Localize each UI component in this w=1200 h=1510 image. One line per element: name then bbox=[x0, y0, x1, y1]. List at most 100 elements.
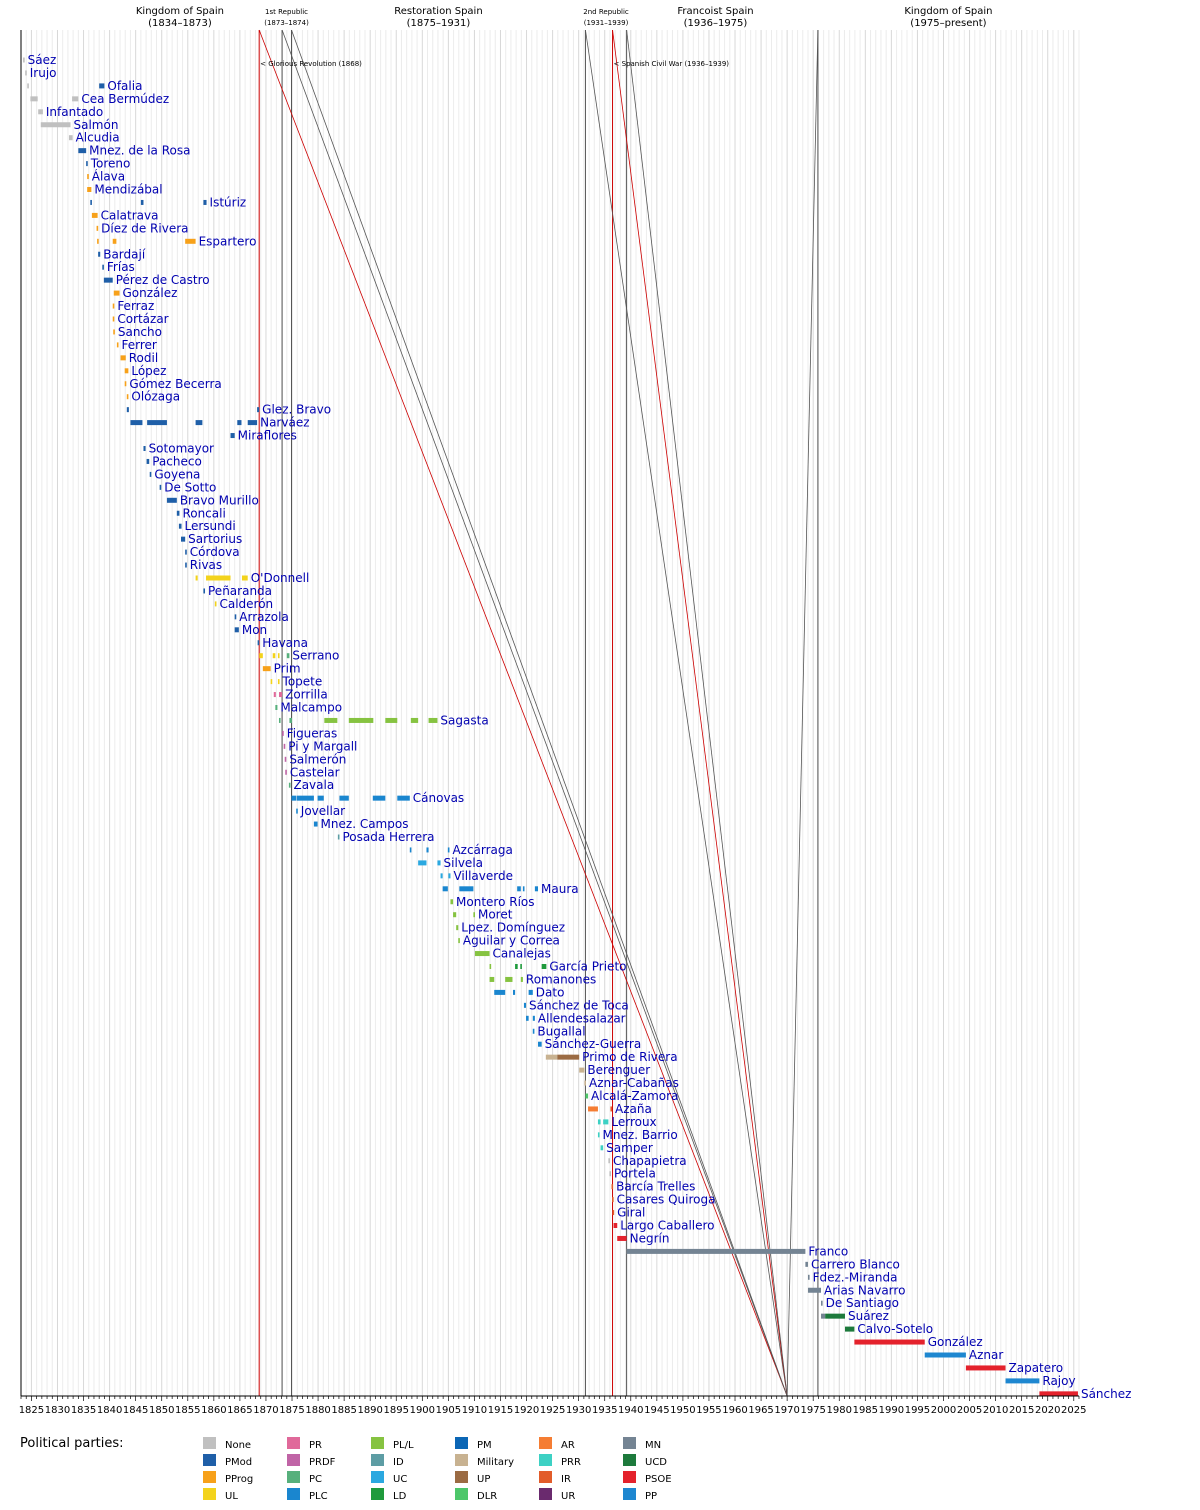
term-bar bbox=[528, 989, 533, 995]
pm-name-label: Romanones bbox=[526, 972, 596, 986]
term-bar bbox=[339, 795, 349, 801]
pm-name-label: Cea Bermúdez bbox=[81, 92, 169, 106]
x-tick-label: 1830 bbox=[45, 1405, 70, 1416]
term-bar bbox=[854, 1339, 925, 1345]
term-bar bbox=[489, 976, 495, 982]
term-bar bbox=[78, 148, 87, 154]
term-bar bbox=[317, 795, 324, 801]
x-tick-label: 1985 bbox=[853, 1405, 878, 1416]
pm-name-label: Montero Ríos bbox=[456, 895, 534, 909]
legend-swatch bbox=[203, 1471, 216, 1483]
x-tick-label: 1970 bbox=[774, 1405, 799, 1416]
pm-name-label: Olózaga bbox=[131, 390, 180, 404]
term-bar bbox=[113, 329, 115, 335]
term-bar bbox=[272, 653, 276, 659]
term-bar bbox=[473, 912, 475, 918]
legend-label: PL/L bbox=[393, 1440, 414, 1451]
pm-name-label: Moret bbox=[478, 908, 513, 922]
legend-label: UCD bbox=[645, 1457, 667, 1468]
pm-name-label: Lersundi bbox=[185, 519, 236, 533]
term-bar bbox=[453, 912, 457, 918]
pm-name-label: Giral bbox=[617, 1206, 645, 1220]
pm-name-label: Mnez. Campos bbox=[321, 817, 409, 831]
legend-swatch bbox=[455, 1471, 468, 1483]
term-bar bbox=[600, 1145, 604, 1151]
x-tick-label: 1915 bbox=[488, 1405, 513, 1416]
pm-name-label: Zapatero bbox=[1009, 1361, 1064, 1375]
term-bar bbox=[262, 666, 271, 672]
pm-name-label: Havana bbox=[262, 636, 308, 650]
transition-diagonal bbox=[786, 29, 819, 1397]
term-bar bbox=[259, 653, 263, 659]
legend-label: PRR bbox=[561, 1457, 581, 1468]
term-bar bbox=[103, 277, 113, 283]
x-tick-label: 2005 bbox=[957, 1405, 982, 1416]
term-bar bbox=[844, 1326, 855, 1332]
legend-label: PProg bbox=[225, 1474, 253, 1485]
x-tick-label: 1960 bbox=[722, 1405, 747, 1416]
legend-swatch bbox=[203, 1454, 216, 1466]
term-bar bbox=[532, 1015, 535, 1021]
term-bar bbox=[283, 743, 286, 749]
pm-name-label: Villaverde bbox=[453, 869, 513, 883]
era-headers: Kingdom of Spain(1834–1873)1st Republic(… bbox=[136, 6, 993, 29]
term-bar bbox=[278, 692, 283, 698]
x-tick-label: 1965 bbox=[748, 1405, 773, 1416]
term-bar bbox=[91, 212, 98, 218]
party-legend: Political parties: None PMod PProg UL PR PRDF… bbox=[20, 1436, 672, 1502]
pm-name-label: De Sotto bbox=[164, 480, 216, 494]
legend-swatch bbox=[371, 1454, 384, 1466]
pm-name-label: Suárez bbox=[848, 1309, 889, 1323]
era-years: (1936–1975) bbox=[684, 18, 748, 29]
x-tick-label: 1900 bbox=[410, 1405, 435, 1416]
pm-name-label: Salmerón bbox=[289, 752, 346, 766]
term-bar bbox=[1039, 1391, 1078, 1397]
pm-name-label: Canalejas bbox=[493, 947, 551, 961]
term-bar bbox=[924, 1352, 966, 1358]
pm-name-label: Rajoy bbox=[1042, 1374, 1075, 1388]
x-tick-label: 1955 bbox=[696, 1405, 721, 1416]
legend-swatch bbox=[287, 1437, 300, 1449]
era-name: Francoist Spain bbox=[677, 6, 753, 17]
pm-name-label: Lpez. Domínguez bbox=[461, 921, 565, 935]
pm-name-label: Glez. Bravo bbox=[262, 403, 331, 417]
x-tick-label: 1905 bbox=[436, 1405, 461, 1416]
legend-label: AR bbox=[561, 1440, 575, 1451]
legend-swatch bbox=[623, 1437, 636, 1449]
event-markers: < Glorious Revolution (1868) < Spanish Ci… bbox=[260, 60, 729, 68]
legend-label: PP bbox=[645, 1491, 657, 1502]
pm-name-label: Frías bbox=[107, 260, 135, 274]
term-bar bbox=[86, 161, 88, 167]
term-bar bbox=[143, 446, 146, 451]
term-bar bbox=[203, 199, 207, 205]
legend-swatch bbox=[539, 1471, 552, 1483]
term-bar bbox=[337, 834, 340, 840]
term-bar bbox=[597, 1119, 601, 1125]
pm-name-label: Prim bbox=[274, 662, 301, 676]
term-bar bbox=[286, 653, 290, 659]
legend-label: MN bbox=[645, 1440, 661, 1451]
era-years: (1931–1939) bbox=[584, 19, 629, 27]
term-bar bbox=[40, 122, 71, 128]
term-bar bbox=[613, 1223, 618, 1228]
pm-name-label: Chapapietra bbox=[613, 1154, 687, 1168]
term-bar bbox=[275, 705, 278, 710]
pm-name-label: Sagasta bbox=[440, 713, 488, 727]
term-bar bbox=[25, 70, 27, 76]
term-bar bbox=[130, 420, 143, 426]
term-bar bbox=[450, 899, 454, 905]
era-boundary-lines bbox=[258, 30, 819, 1396]
pm-name-label: Rivas bbox=[190, 558, 222, 572]
term-bar bbox=[289, 717, 293, 723]
term-bar bbox=[185, 549, 187, 555]
era-name: Restoration Spain bbox=[394, 6, 482, 17]
term-bar bbox=[584, 1080, 586, 1086]
event-label: < Spanish Civil War (1936–1939) bbox=[614, 60, 730, 68]
term-bar bbox=[270, 679, 273, 685]
term-bar bbox=[965, 1365, 1006, 1371]
term-bar bbox=[166, 497, 177, 503]
transition-diagonal bbox=[626, 29, 788, 1397]
x-tick-label: 1950 bbox=[670, 1405, 695, 1416]
pm-name-label: López bbox=[131, 364, 166, 378]
pm-name-label: Bardají bbox=[103, 247, 146, 261]
